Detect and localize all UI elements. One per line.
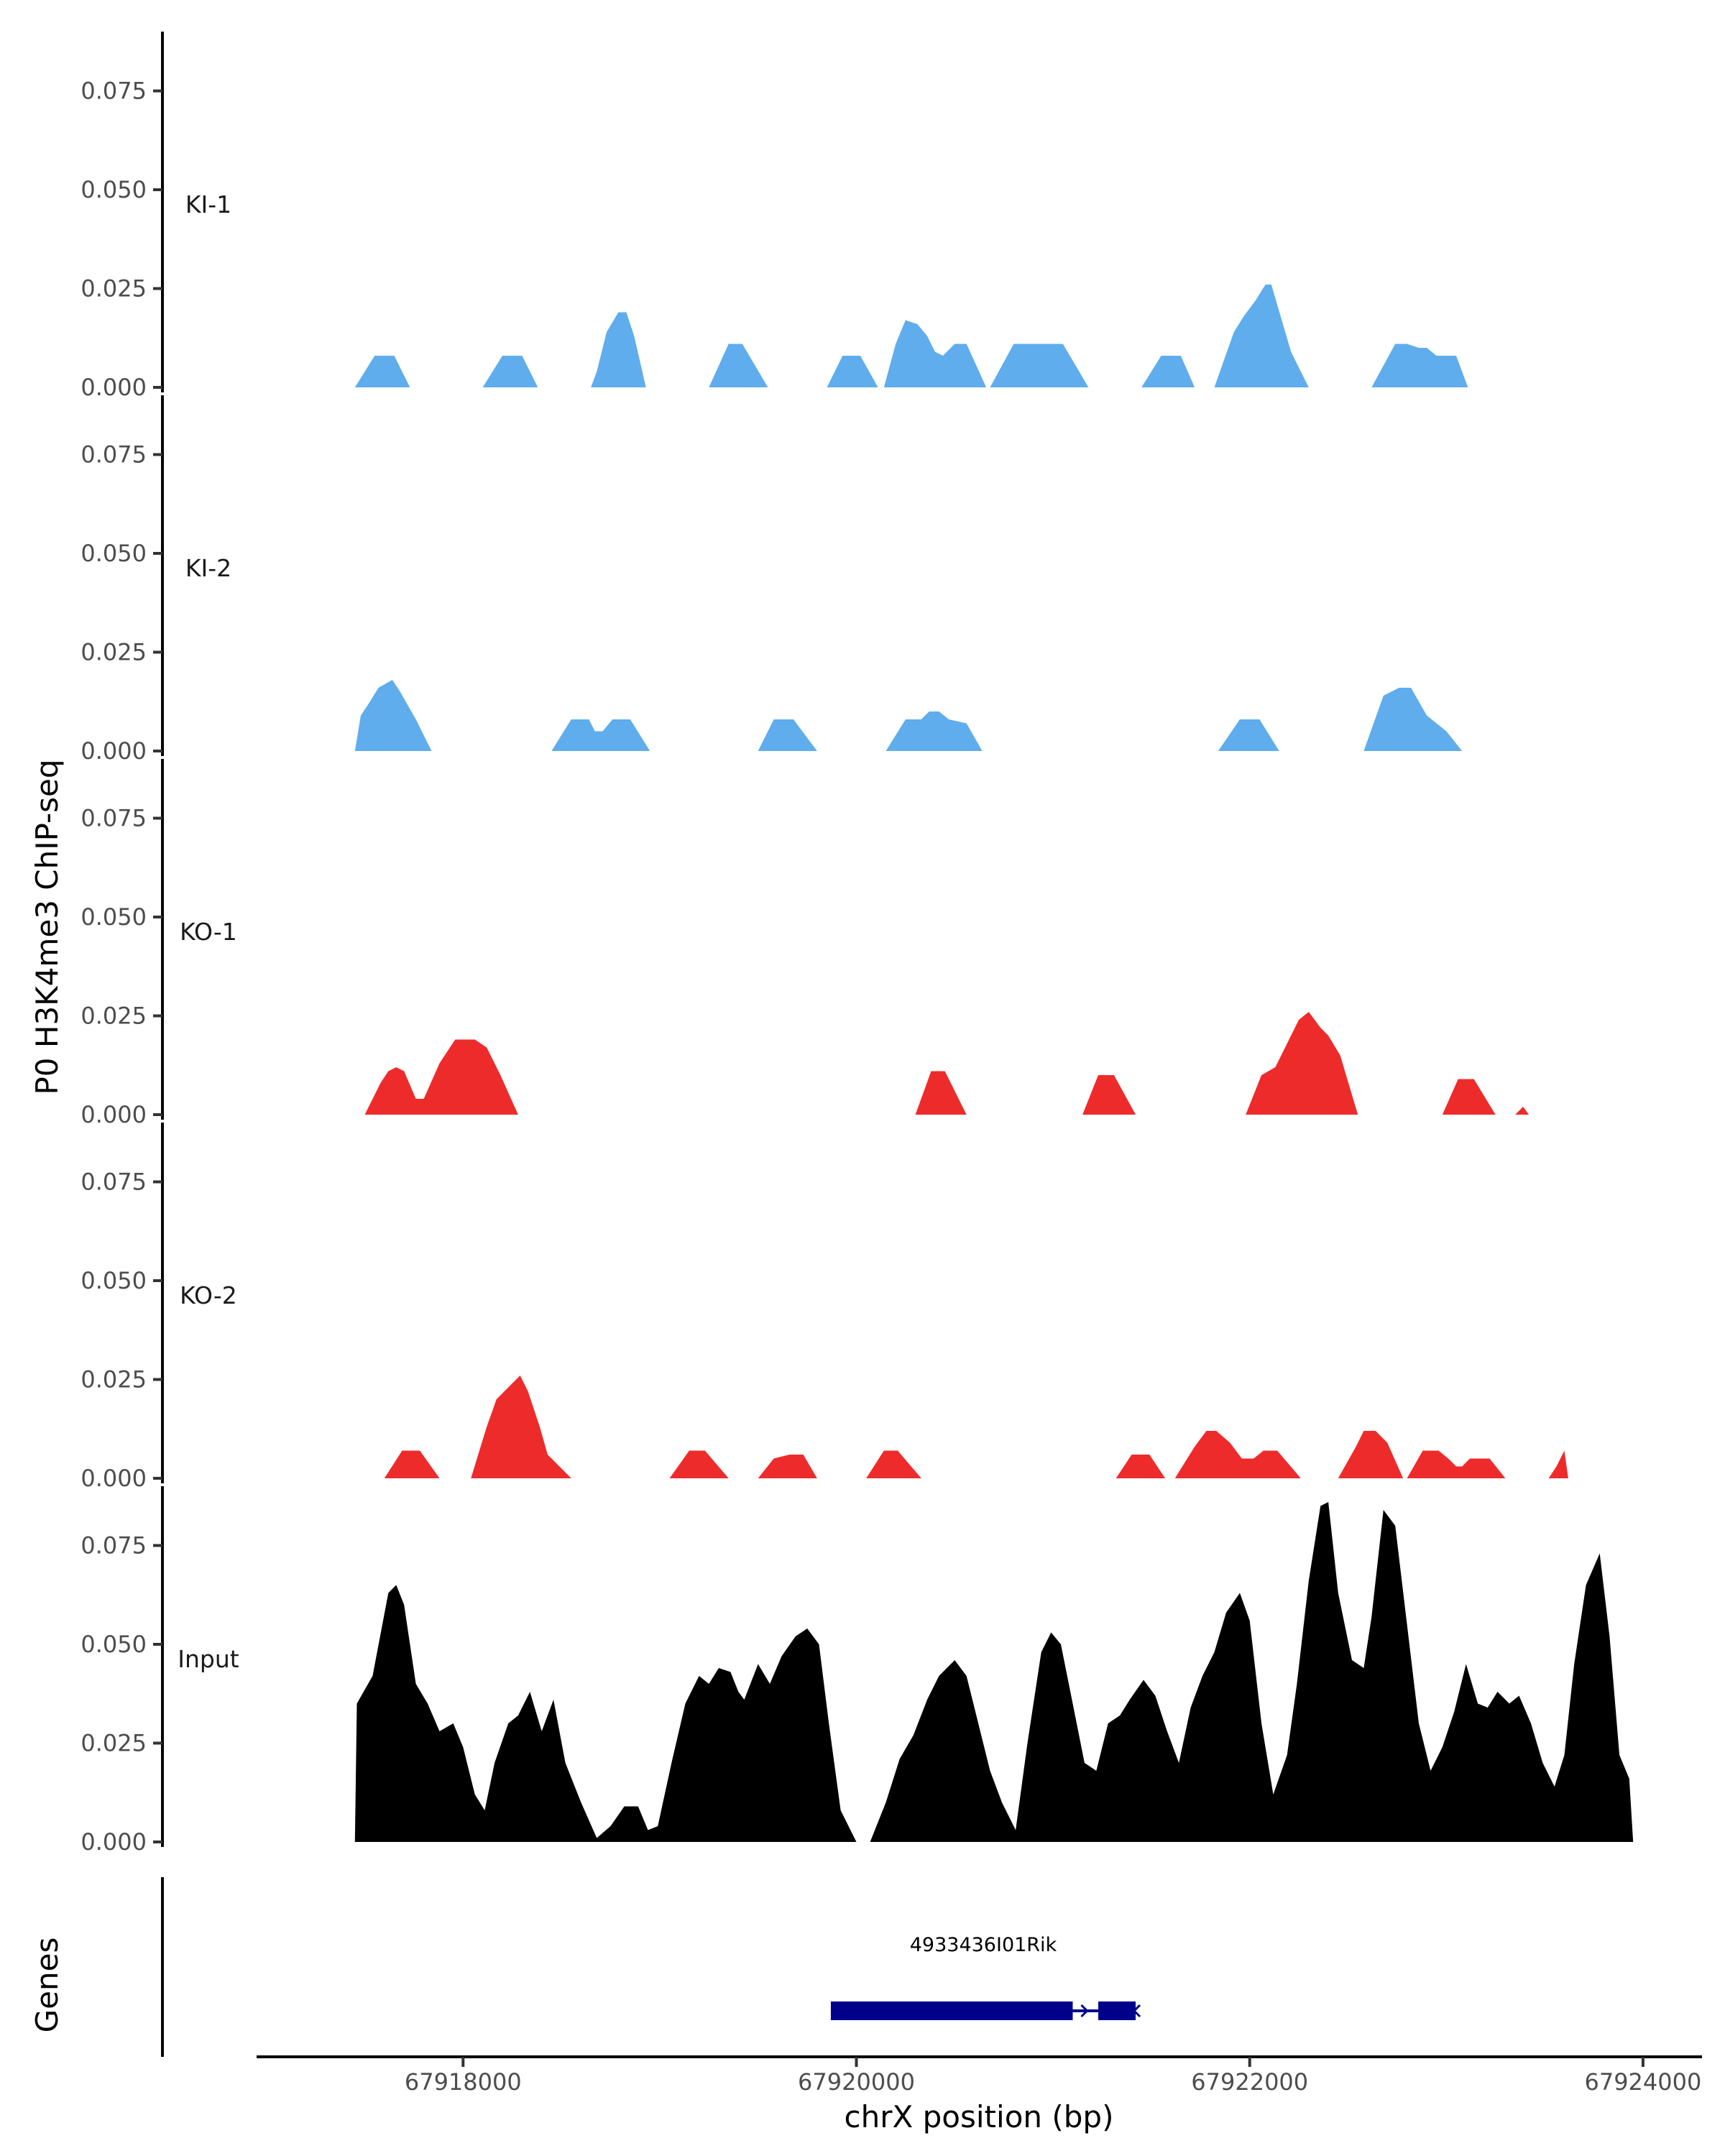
track-ki-2-peak — [886, 711, 983, 751]
gene-model: 4933436I01Rik — [830, 1934, 1141, 2020]
track-ki-1-peak — [709, 344, 768, 387]
track-ko-2-peak — [669, 1450, 729, 1478]
track-ki-2-peak — [551, 719, 650, 751]
track-ki-1-peak — [827, 356, 878, 387]
track-ko-2-peak — [471, 1376, 571, 1478]
track-ki-1-peak — [591, 312, 646, 387]
y-tick-label: 0.025 — [80, 1730, 147, 1757]
gene-track-title: Genes — [29, 1938, 65, 2033]
track-ko-1-peak — [1246, 1012, 1358, 1115]
track-ki-1-peak — [1371, 344, 1468, 387]
y-tick-label: 0.025 — [80, 1366, 147, 1393]
track-ko-1-label: KO-1 — [180, 918, 237, 946]
track-ko-1: 0.000 0.025 0.050 0.075 KO-1 — [80, 759, 1530, 1128]
track-ko-2-peak — [758, 1455, 817, 1478]
track-ki-1-peak — [1214, 285, 1309, 387]
track-ko-2-peak — [1548, 1450, 1568, 1478]
track-ki-1-peak — [883, 320, 987, 387]
track-input: 0.000 0.025 0.050 0.075 Input — [80, 1486, 1634, 1856]
y-tick-label: 0.075 — [80, 1169, 147, 1196]
y-tick-label: 0.000 — [80, 1828, 147, 1856]
track-ki-1-label: KI-1 — [185, 190, 231, 218]
gene-exon-block — [830, 2001, 1073, 2020]
track-ko-1-peak — [1515, 1107, 1530, 1115]
y-tick-label: 0.075 — [80, 441, 147, 469]
gene-strand-arrow — [1080, 2004, 1089, 2018]
track-ki-1: 0.000 0.025 0.050 0.075 KI-1 — [80, 32, 1468, 401]
track-ki-2-peak — [354, 680, 432, 751]
x-axis: 67918000 67920000 67922000 67924000 chrX po… — [257, 2055, 1702, 2134]
coverage-tracks: 0.0000.0250.0500.075KI-10.0000.0250.0500… — [80, 32, 1634, 1856]
gene-name-label: 4933436I01Rik — [910, 1934, 1057, 1956]
y-tick-label: 0.050 — [80, 1631, 147, 1658]
track-input-peak — [870, 1502, 1634, 1842]
x-tick-label: 67922000 — [1191, 2068, 1308, 2096]
x-ticks: 67918000 67920000 67922000 67924000 — [405, 2057, 1701, 2096]
x-tick-label: 67924000 — [1584, 2068, 1701, 2096]
y-axis-title: P0 H3K4me3 ChIP-seq — [29, 759, 65, 1095]
track-ko-2-peak — [384, 1450, 440, 1478]
track-ko-2-label: KO-2 — [180, 1281, 237, 1309]
track-ko-1-peak — [1442, 1079, 1496, 1115]
track-ko-2-peak — [1116, 1455, 1166, 1478]
y-tick-label: 0.000 — [80, 1101, 147, 1128]
track-ko-1-peak — [915, 1071, 967, 1115]
track-ki-1-peak — [482, 356, 538, 387]
y-tick-label: 0.000 — [80, 737, 147, 765]
track-ki-1-peak — [1141, 356, 1195, 387]
x-tick-label: 67918000 — [405, 2068, 522, 2096]
y-tick-label: 0.075 — [80, 78, 147, 105]
track-ko-2-peak — [1407, 1450, 1506, 1478]
y-tick-label: 0.050 — [80, 903, 147, 931]
track-ki-2-peak — [1363, 688, 1463, 751]
track-ki-1-peak — [990, 344, 1089, 387]
track-ko-2-peak — [866, 1450, 921, 1478]
y-tick-label: 0.050 — [80, 176, 147, 203]
gene-track: Genes 4933436I01Rik — [29, 1877, 1141, 2057]
x-tick-label: 67920000 — [798, 2068, 915, 2096]
y-tick-label: 0.025 — [80, 1003, 147, 1030]
track-ki-1-peak — [354, 356, 410, 387]
track-input-peak — [354, 1585, 857, 1842]
y-tick-label: 0.075 — [80, 1532, 147, 1560]
track-ko-1-peak — [1082, 1075, 1136, 1115]
y-tick-label: 0.025 — [80, 275, 147, 303]
y-tick-label: 0.025 — [80, 639, 147, 666]
x-axis-title: chrX position (bp) — [845, 2099, 1114, 2134]
gene-strand-arrow — [1132, 2004, 1141, 2018]
track-ki-2: 0.000 0.025 0.050 0.075 KI-2 — [80, 395, 1463, 765]
track-ko-2: 0.000 0.025 0.050 0.075 KO-2 — [80, 1123, 1568, 1492]
track-ki-2-peak — [1218, 719, 1279, 751]
gene-exon-block — [1098, 2001, 1136, 2020]
track-ki-2-peak — [758, 719, 817, 751]
y-tick-label: 0.050 — [80, 1267, 147, 1294]
gene-models: 4933436I01Rik — [830, 1934, 1141, 2020]
track-ko-2-peak — [1174, 1431, 1301, 1478]
y-tick-label: 0.000 — [80, 1465, 147, 1492]
y-tick-label: 0.000 — [80, 374, 147, 401]
y-tick-label: 0.050 — [80, 540, 147, 567]
track-ko-2-peak — [1338, 1431, 1404, 1478]
track-input-label: Input — [178, 1645, 239, 1673]
track-ko-1-peak — [364, 1039, 518, 1115]
track-ki-2-label: KI-2 — [185, 554, 231, 582]
y-tick-label: 0.075 — [80, 805, 147, 832]
